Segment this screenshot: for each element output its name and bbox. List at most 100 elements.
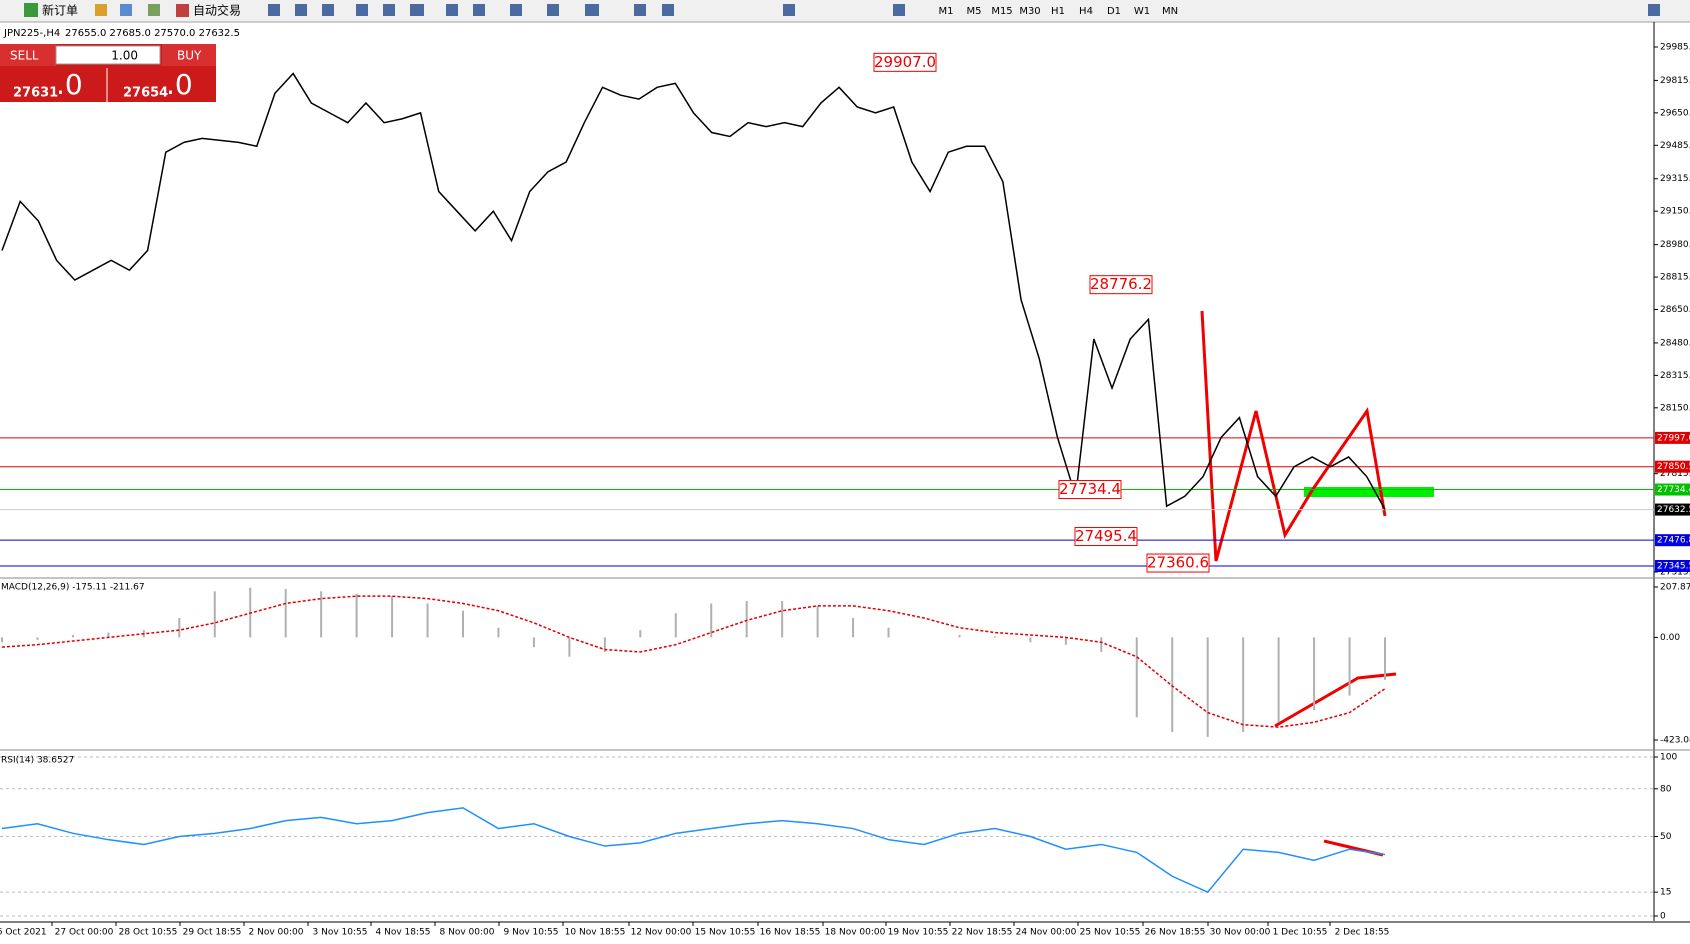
new-order-icon[interactable]: [24, 3, 38, 17]
y-tick-label: 29485.0: [1660, 141, 1690, 151]
y-tick-label: 29315.0: [1660, 174, 1690, 184]
search-icon[interactable]: [1648, 4, 1660, 16]
price-annotation-label: 29907.0: [874, 53, 936, 71]
toolbar-icons: [268, 4, 1660, 16]
price-annotation-box: [1058, 480, 1122, 500]
tool-icon[interactable]: [510, 4, 522, 16]
time-label: 22 Nov 18:55: [952, 928, 1013, 938]
auto-trading-button[interactable]: 自动交易: [193, 3, 241, 18]
price-level-tag: [1655, 534, 1690, 547]
timeframe-button[interactable]: M30: [1019, 6, 1040, 17]
time-label: 30 Nov 00:00: [1210, 928, 1271, 938]
y-tick-label: 29150.0: [1660, 207, 1690, 217]
macd-trend-arrow: [1274, 672, 1397, 728]
timeframe-button[interactable]: W1: [1134, 6, 1150, 17]
tool-icon[interactable]: [473, 4, 485, 16]
new-order-button[interactable]: 新订单: [42, 3, 78, 18]
price-level-tag: [1655, 460, 1690, 473]
y-tick-label: 15: [1660, 888, 1671, 898]
time-label: 9 Nov 10:55: [504, 928, 559, 938]
y-tick-label: 0.00: [1660, 633, 1680, 643]
tool-icon[interactable]: [634, 4, 646, 16]
price-level-label: 27997.0: [1657, 433, 1690, 443]
time-label: 1 Dec 10:55: [1273, 928, 1328, 938]
sell-label[interactable]: SELL: [10, 49, 39, 63]
tool-icon[interactable]: [783, 4, 795, 16]
y-tick-label: 207.87: [1660, 583, 1690, 593]
y-tick-label: 80: [1660, 784, 1672, 794]
tool-icon[interactable]: [95, 4, 107, 16]
tool-icon[interactable]: [268, 4, 280, 16]
price-annotation-box: [873, 52, 937, 72]
bid-price[interactable]: 27631: [13, 86, 58, 101]
current-price-label: 27632.5: [1657, 505, 1690, 515]
tool-icon[interactable]: [547, 4, 559, 16]
chart-symbol: JPN225-,H4: [3, 28, 60, 39]
ask-fraction[interactable]: .0: [166, 68, 193, 101]
tool-icon[interactable]: [295, 4, 307, 16]
timeframe-button[interactable]: M5: [967, 6, 982, 17]
rsi-label: RSI(14) 38.6527: [1, 756, 74, 766]
time-label: 29 Oct 18:55: [183, 928, 242, 938]
timeframe-button[interactable]: H1: [1051, 6, 1065, 17]
lots-input[interactable]: [55, 45, 161, 65]
time-label: 19 Nov 10:55: [888, 928, 949, 938]
tool-icon[interactable]: [383, 4, 395, 16]
lots-value[interactable]: 1.00: [111, 49, 138, 63]
buy-label[interactable]: BUY: [177, 49, 202, 63]
bid-fraction[interactable]: .0: [56, 68, 83, 101]
y-tick-label: 100: [1660, 753, 1677, 763]
time-label: 10 Nov 18:55: [565, 928, 626, 938]
buy-button[interactable]: [162, 44, 216, 66]
price-level-label: 27476.8: [1657, 536, 1690, 546]
price-level-tag: [1655, 431, 1690, 444]
timeframe-button[interactable]: D1: [1107, 6, 1121, 17]
macd-signal-line: [1, 595, 1386, 728]
price-annotation-box: [1074, 527, 1138, 547]
current-price-tag: [1655, 503, 1690, 516]
tool-icon[interactable]: [662, 4, 674, 16]
time-label: 12 Nov 00:00: [631, 928, 692, 938]
tool-icon[interactable]: [446, 4, 458, 16]
time-label: 26 Oct 2021: [0, 928, 47, 938]
y-tick-label: 0: [1660, 912, 1666, 922]
timeframe-button[interactable]: H4: [1079, 6, 1093, 17]
y-tick-label: -423.08: [1660, 736, 1690, 746]
trade-panel: SELL 1.00 BUY 27631 .0 27654 .0: [0, 44, 216, 102]
time-label: 15 Nov 10:55: [695, 928, 756, 938]
tool-icon[interactable]: [585, 4, 599, 16]
y-tick-label: 50: [1660, 832, 1672, 842]
timeframe-button[interactable]: M15: [991, 6, 1012, 17]
timeframe-button[interactable]: MN: [1162, 6, 1178, 17]
y-tick-label: 27815.0: [1660, 469, 1690, 479]
y-tick-label: 29815.0: [1660, 76, 1690, 86]
tool-icon[interactable]: [148, 4, 160, 16]
ask-price[interactable]: 27654: [123, 86, 168, 101]
timeframe-button[interactable]: M1: [939, 6, 954, 17]
time-label: 2 Dec 18:55: [1335, 928, 1390, 938]
macd-label: MACD(12,26,9) -175.11 -211.67: [1, 583, 145, 593]
price-annotation-label: 28776.2: [1090, 275, 1152, 293]
tool-icon[interactable]: [893, 4, 905, 16]
tool-icon[interactable]: [410, 4, 424, 16]
y-tick-label: 29985.0: [1660, 43, 1690, 53]
toolbar: [0, 0, 1690, 22]
time-label: 18 Nov 00:00: [825, 928, 886, 938]
sell-button[interactable]: [0, 44, 56, 66]
time-label: 24 Nov 00:00: [1016, 928, 1077, 938]
time-label: 4 Nov 18:55: [376, 928, 431, 938]
time-label: 16 Nov 18:55: [760, 928, 821, 938]
price-level-label: 27850.5: [1657, 462, 1690, 472]
price-annotation-label: 27734.4: [1059, 480, 1121, 498]
tool-icon[interactable]: [356, 4, 368, 16]
tool-icon[interactable]: [322, 4, 334, 16]
price-annotation-label: 27360.6: [1147, 554, 1209, 572]
support-zone-marker: [1304, 487, 1434, 497]
price-line: [1, 72, 1386, 510]
auto-trading-icon[interactable]: [176, 4, 189, 17]
price-annotation-box: [1089, 275, 1153, 295]
time-label: 8 Nov 00:00: [440, 928, 495, 938]
tool-icon[interactable]: [120, 4, 132, 16]
price-level-label: 27345.5: [1657, 562, 1690, 572]
